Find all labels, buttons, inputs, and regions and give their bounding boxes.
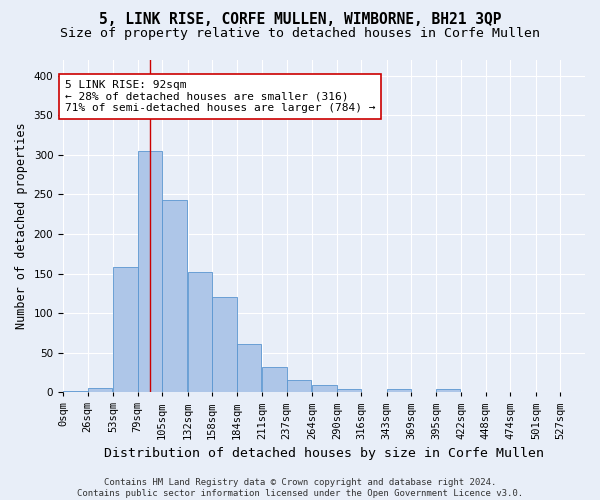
Bar xyxy=(237,344,261,392)
Bar xyxy=(262,367,287,392)
Bar xyxy=(113,267,137,392)
Bar xyxy=(312,385,337,392)
Bar xyxy=(337,389,361,392)
X-axis label: Distribution of detached houses by size in Corfe Mullen: Distribution of detached houses by size … xyxy=(104,447,544,460)
Text: Contains HM Land Registry data © Crown copyright and database right 2024.
Contai: Contains HM Land Registry data © Crown c… xyxy=(77,478,523,498)
Bar xyxy=(188,272,212,392)
Y-axis label: Number of detached properties: Number of detached properties xyxy=(15,123,28,330)
Text: Size of property relative to detached houses in Corfe Mullen: Size of property relative to detached ho… xyxy=(60,28,540,40)
Bar xyxy=(162,200,187,392)
Text: 5 LINK RISE: 92sqm
← 28% of detached houses are smaller (316)
71% of semi-detach: 5 LINK RISE: 92sqm ← 28% of detached hou… xyxy=(65,80,376,113)
Text: 5, LINK RISE, CORFE MULLEN, WIMBORNE, BH21 3QP: 5, LINK RISE, CORFE MULLEN, WIMBORNE, BH… xyxy=(99,12,501,28)
Bar xyxy=(137,151,162,392)
Bar xyxy=(387,389,412,392)
Bar xyxy=(212,297,237,392)
Bar xyxy=(88,388,112,392)
Bar xyxy=(436,389,460,392)
Bar xyxy=(287,380,311,392)
Bar xyxy=(63,390,88,392)
